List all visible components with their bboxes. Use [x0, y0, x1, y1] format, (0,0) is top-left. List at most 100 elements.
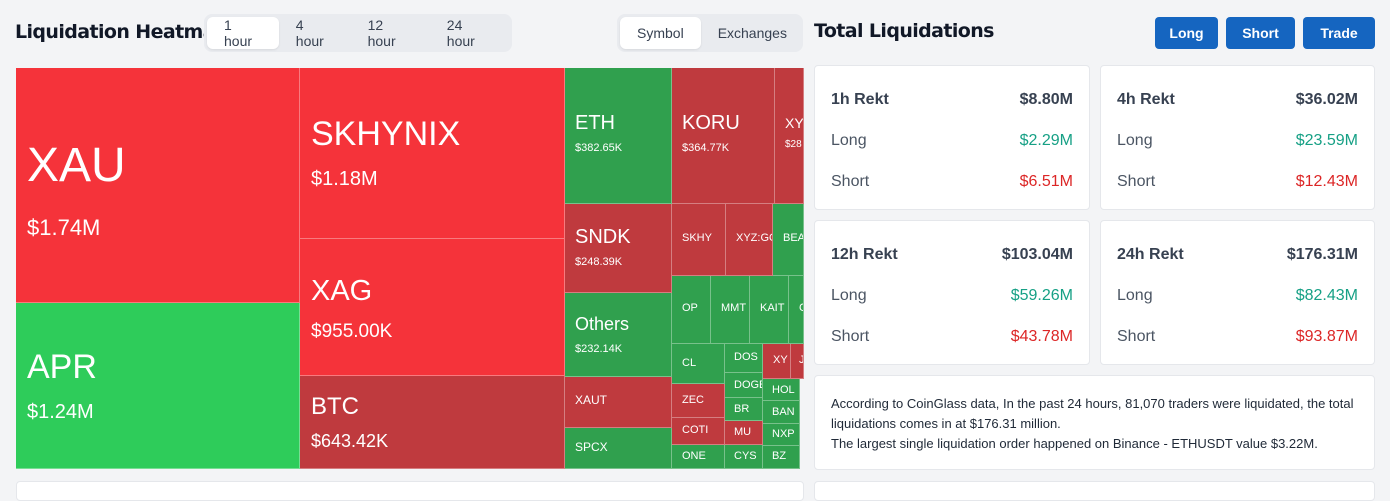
long-button[interactable]: Long: [1155, 17, 1218, 49]
card-total: $36.02M: [1295, 90, 1358, 108]
summary-line-2: The largest single liquidation order hap…: [831, 436, 1318, 451]
card-long-label: Long: [1117, 286, 1153, 304]
treemap-tile-hol[interactable]: HOL: [763, 379, 800, 401]
tile-symbol: XAUT: [575, 393, 608, 407]
treemap-tile-mu[interactable]: MU: [725, 421, 763, 445]
card-long-label: Long: [831, 131, 867, 149]
treemap-tile-xaut[interactable]: XAUT: [565, 377, 672, 428]
treemap-tile-eth[interactable]: ETH $382.65K: [565, 68, 672, 204]
tab-12-hour[interactable]: 12 hour: [367, 17, 396, 49]
treemap-tile-ban[interactable]: BAN: [763, 401, 800, 424]
treemap-tile-sndk[interactable]: SNDK $248.39K: [565, 204, 672, 293]
treemap-tile-zec[interactable]: ZEC: [672, 384, 725, 418]
card-period: 24h Rekt: [1117, 245, 1184, 263]
treemap-tile-others[interactable]: Others $232.14K: [565, 293, 672, 377]
rekt-card-1h: 1h Rekt $8.80M Long $2.29M Short $6.51M: [814, 65, 1090, 210]
tab-1-hour[interactable]: 1 hour: [207, 17, 279, 49]
treemap-tile-bz[interactable]: BZ: [763, 446, 800, 469]
tile-symbol: J: [799, 354, 804, 366]
tile-value: $1.74M: [27, 214, 101, 240]
lower-panel-right: [814, 481, 1375, 501]
trade-button[interactable]: Trade: [1303, 17, 1375, 49]
tile-symbol: CL: [682, 357, 697, 369]
tab-24-hour[interactable]: 24 hour: [446, 17, 475, 49]
tile-symbol: SKHYNIX: [311, 115, 461, 153]
tile-value: $382.65K: [575, 142, 623, 154]
tile-value: $232.14K: [575, 342, 623, 355]
card-short-value: $12.43M: [1295, 172, 1358, 190]
short-button[interactable]: Short: [1226, 17, 1295, 49]
card-long-value: $82.43M: [1295, 286, 1358, 304]
tab-symbol[interactable]: Symbol: [620, 17, 701, 49]
card-period: 1h Rekt: [831, 90, 889, 108]
tile-value: $1.24M: [27, 401, 94, 424]
card-long-value: $23.59M: [1295, 131, 1358, 149]
card-total: $103.04M: [1001, 245, 1073, 263]
tile-symbol: BZ: [772, 450, 787, 462]
tile-symbol: BEA: [783, 232, 804, 244]
treemap-tile-xau[interactable]: XAU $1.74M: [16, 68, 300, 303]
card-short-label: Short: [1117, 172, 1156, 190]
tile-symbol: HOL: [772, 384, 795, 396]
card-long-label: Long: [1117, 131, 1153, 149]
tile-symbol: XAU: [27, 139, 126, 192]
treemap-tile-kait[interactable]: KAIT: [750, 276, 789, 344]
tile-symbol: ETH: [575, 112, 615, 134]
card-long-value: $2.29M: [1019, 131, 1073, 149]
tile-symbol: DOS: [734, 351, 758, 363]
tile-symbol: NXP: [772, 428, 795, 440]
card-period: 12h Rekt: [831, 245, 898, 263]
treemap-tile-xy[interactable]: XY: [763, 344, 791, 379]
treemap-tile-skhy[interactable]: SKHY: [672, 204, 726, 276]
treemap-tile-doge[interactable]: DOGE: [725, 373, 763, 398]
card-total: $176.31M: [1286, 245, 1358, 263]
treemap-tile-br[interactable]: BR: [725, 398, 763, 421]
treemap-tile-cl[interactable]: CL: [672, 344, 725, 384]
view-selector: Symbol Exchanges: [617, 14, 803, 52]
treemap-tile-mmt[interactable]: MMT: [711, 276, 750, 344]
card-long-label: Long: [831, 286, 867, 304]
card-short-value: $6.51M: [1019, 172, 1073, 190]
treemap-tile-c[interactable]: C: [789, 276, 804, 344]
tile-symbol: XY: [773, 354, 788, 366]
tile-symbol: SKHY: [682, 232, 712, 244]
summary-line-1: According to CoinGlass data, In the past…: [831, 396, 1354, 431]
tab-4-hour[interactable]: 4 hour: [295, 17, 324, 49]
treemap-tile-bea[interactable]: BEA: [773, 204, 804, 276]
treemap-tile-xag[interactable]: XAG $955.00K: [300, 239, 565, 376]
card-period: 4h Rekt: [1117, 90, 1175, 108]
tab-exchanges[interactable]: Exchanges: [717, 25, 787, 41]
liquidation-treemap: XAU $1.74M APR $1.24M SKHYNIX $1.18M XAG $955.0…: [16, 68, 804, 469]
tile-symbol: C: [799, 302, 803, 314]
tile-symbol: Others: [575, 314, 630, 334]
tile-symbol: BAN: [772, 406, 795, 418]
treemap-tile-nxp[interactable]: NXP: [763, 424, 800, 446]
tile-value: $955.00K: [311, 320, 393, 342]
treemap-tile-xy[interactable]: XY $28: [775, 68, 804, 204]
treemap-tile-xyz-go[interactable]: XYZ:GO: [726, 204, 773, 276]
tile-symbol: XAG: [311, 275, 373, 307]
card-short-value: $43.78M: [1010, 327, 1073, 345]
lower-panel-left: [16, 481, 804, 501]
heatmap-title: Liquidation Heatmap: [15, 21, 229, 43]
tile-symbol: MU: [734, 426, 752, 438]
treemap-tile-coti[interactable]: COTI: [672, 418, 725, 445]
treemap-tile-one[interactable]: ONE: [672, 445, 725, 469]
tile-value: $643.42K: [311, 431, 389, 452]
treemap-tile-cys[interactable]: CYS: [725, 445, 763, 469]
treemap-tile-btc[interactable]: BTC $643.42K: [300, 376, 565, 469]
treemap-tile-dos[interactable]: DOS: [725, 344, 763, 373]
treemap-tile-op[interactable]: OP: [672, 276, 711, 344]
treemap-tile-spcx[interactable]: SPCX: [565, 428, 672, 469]
rekt-card-4h: 4h Rekt $36.02M Long $23.59M Short $12.43M: [1100, 65, 1375, 210]
timeframe-selector: 1 hour 4 hour 12 hour 24 hour: [204, 14, 512, 52]
tile-value: $364.77K: [682, 142, 730, 154]
tile-symbol: SPCX: [575, 440, 608, 454]
tile-symbol: ZEC: [682, 394, 704, 406]
rekt-card-12h: 12h Rekt $103.04M Long $59.26M Short $43.78…: [814, 220, 1090, 365]
treemap-tile-koru[interactable]: KORU $364.77K: [672, 68, 775, 204]
treemap-tile-skhynix[interactable]: SKHYNIX $1.18M: [300, 68, 565, 239]
treemap-tile-apr[interactable]: APR $1.24M: [16, 303, 300, 469]
treemap-tile-j[interactable]: J: [791, 344, 804, 379]
card-short-label: Short: [831, 172, 870, 190]
